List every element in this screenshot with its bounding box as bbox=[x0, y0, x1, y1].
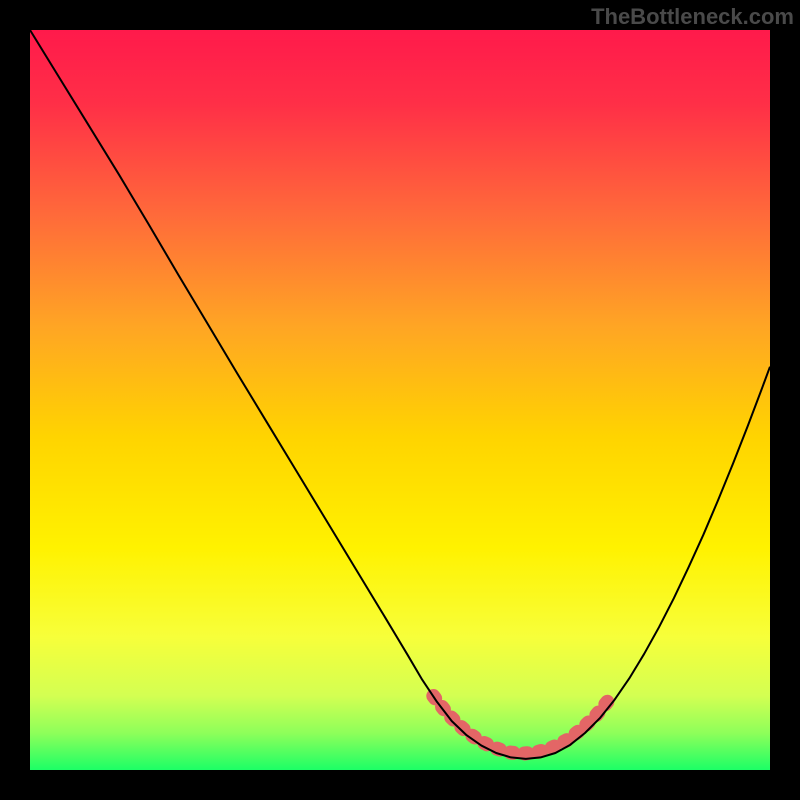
plot-gradient bbox=[30, 30, 770, 770]
chart-svg bbox=[0, 0, 800, 800]
chart-stage: TheBottleneck.com bbox=[0, 0, 800, 800]
